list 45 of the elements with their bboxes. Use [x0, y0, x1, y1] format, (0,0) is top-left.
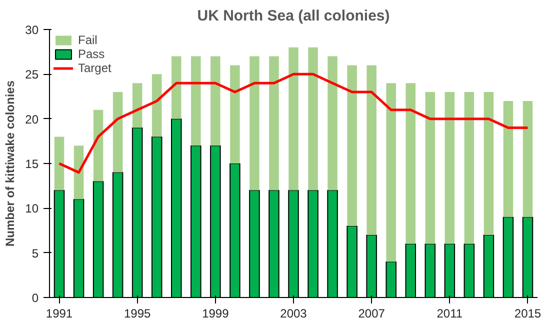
bar	[74, 146, 84, 200]
bar	[347, 65, 357, 226]
bar	[464, 92, 474, 244]
legend-label: Target	[78, 61, 112, 75]
bar	[503, 100, 514, 218]
bar	[522, 100, 533, 218]
y-axis-title: Number of kittiwake colonies	[3, 80, 18, 247]
x-tick-label: 2015	[514, 306, 542, 320]
y-tick-label: 30	[25, 23, 39, 37]
y-tick-label: 20	[25, 112, 39, 126]
x-tick-label: 2003	[280, 306, 308, 320]
bar	[406, 83, 416, 244]
bar	[386, 83, 396, 262]
y-tick-label: 10	[25, 202, 39, 216]
x-tick-label: 2007	[358, 306, 386, 320]
bar	[112, 92, 123, 172]
x-tick-label: 1995	[124, 306, 152, 320]
bar	[308, 47, 318, 190]
bar	[210, 56, 220, 146]
y-tick-label: 15	[25, 157, 39, 171]
bar	[366, 65, 376, 235]
bar	[250, 56, 260, 190]
x-tick-label: 1999	[202, 306, 230, 320]
bar	[425, 92, 436, 244]
bar	[132, 83, 142, 128]
y-tick-label: 25	[25, 68, 39, 82]
line-series	[58, 72, 529, 174]
bar	[444, 92, 455, 244]
bar	[484, 92, 494, 235]
y-tick-label: 5	[32, 246, 39, 260]
legend-label: Pass	[78, 47, 105, 61]
bar	[230, 65, 240, 164]
bar	[152, 74, 162, 137]
x-tick-label: 2011	[436, 306, 463, 320]
bar	[288, 47, 298, 190]
y-tick-label: 0	[32, 291, 39, 305]
bar	[328, 56, 338, 190]
bar	[93, 110, 104, 182]
bar	[172, 56, 182, 119]
legend-label: Fail	[78, 33, 98, 47]
bar	[54, 136, 64, 190]
x-tick-label: 1991	[46, 306, 73, 320]
bar	[269, 56, 279, 190]
chart-title: UK North Sea (all colonies)	[197, 8, 390, 24]
bar	[191, 56, 201, 146]
